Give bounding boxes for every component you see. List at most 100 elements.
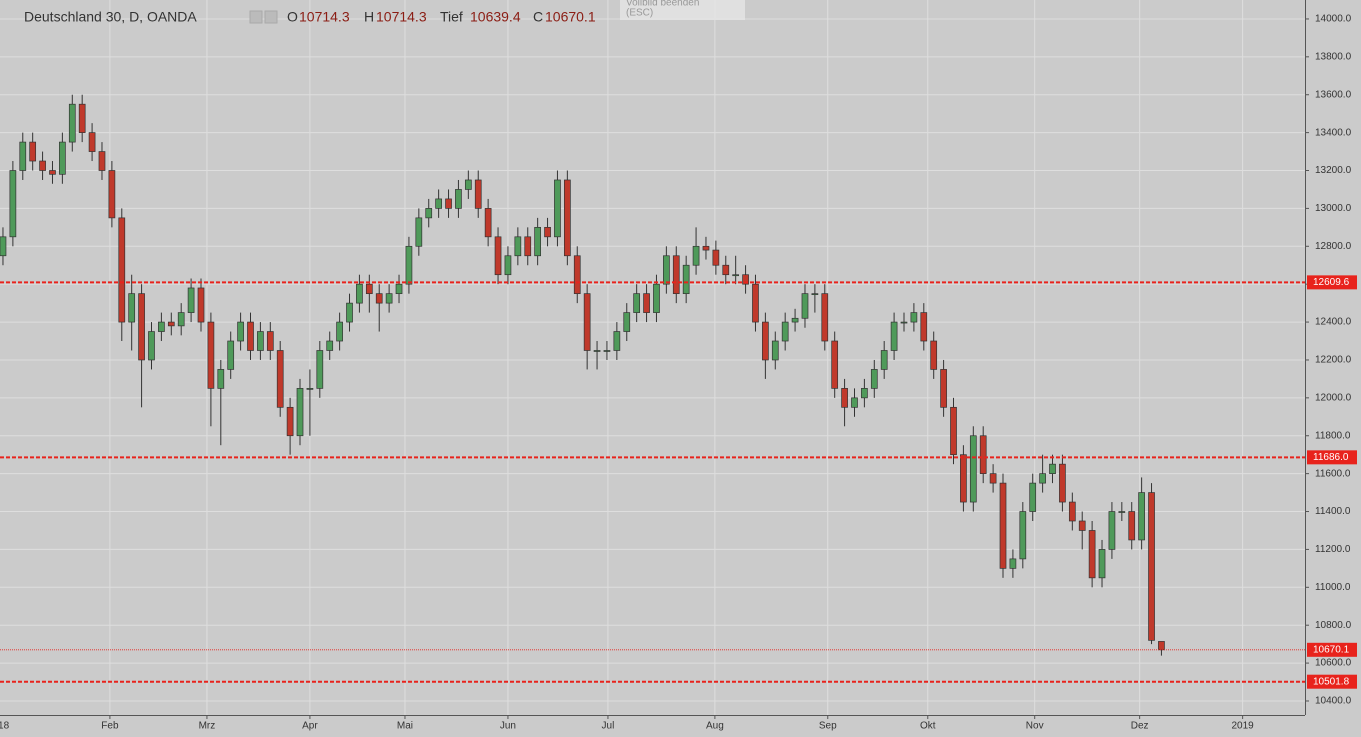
- candle-body: [514, 236, 522, 257]
- fullscreen-hint-key: (ESC): [626, 8, 653, 19]
- y-tick-label: 10400.0: [1315, 696, 1352, 707]
- candle-body: [1128, 511, 1136, 541]
- x-tick-label: Jul: [602, 721, 615, 732]
- candle-body: [395, 283, 403, 295]
- candle-body: [1068, 501, 1076, 522]
- last-price-box: [1307, 642, 1357, 657]
- candle-body: [187, 287, 195, 313]
- x-tick-label: Okt: [920, 721, 936, 732]
- candle-body: [49, 170, 56, 175]
- candle-body: [207, 321, 215, 389]
- x-tick-label: Jun: [500, 721, 516, 732]
- candle-body: [197, 287, 205, 323]
- candle-body: [969, 435, 977, 503]
- candle-body: [534, 226, 541, 257]
- y-tick-label: 10600.0: [1315, 658, 1352, 669]
- candle-body: [920, 312, 928, 342]
- candle-body: [563, 179, 571, 257]
- candle-body: [593, 350, 601, 352]
- candle-body: [385, 293, 393, 304]
- y-tick-label: 12400.0: [1315, 317, 1352, 328]
- candle-body: [732, 274, 740, 277]
- candle-body: [821, 293, 829, 342]
- candle-body: [811, 293, 819, 296]
- candle-body: [247, 321, 254, 351]
- overlays: [0, 281, 1305, 683]
- candle-body: [365, 283, 373, 295]
- fullscreen-hint-text: Vollbild beenden: [626, 0, 699, 9]
- candle-body: [702, 245, 710, 251]
- candle-body: [950, 406, 957, 456]
- candle-body: [583, 293, 591, 351]
- x-tick-label: Sep: [819, 721, 837, 732]
- candle-body: [653, 283, 660, 313]
- candle-body: [900, 321, 908, 324]
- candle-body: [108, 170, 116, 219]
- candle-body: [276, 350, 284, 408]
- y-tick-label: 11600.0: [1315, 468, 1351, 479]
- hide-icon[interactable]: [264, 10, 278, 24]
- candle-body: [98, 151, 106, 171]
- candle-body: [346, 302, 353, 323]
- y-tick-label: 11400.0: [1315, 506, 1351, 517]
- ohlc-label: C: [533, 9, 543, 25]
- candle-body: [445, 198, 452, 209]
- candle-body: [68, 103, 76, 143]
- candle-body: [910, 312, 918, 323]
- candle-body: [435, 198, 442, 209]
- candle-body: [118, 217, 126, 323]
- level-label-box: [1307, 450, 1357, 465]
- y-tick-label: 13200.0: [1315, 165, 1352, 176]
- ohlc-label: H: [364, 9, 374, 25]
- x-tick-label: Apr: [302, 721, 318, 732]
- x-tick-label: Mai: [397, 721, 413, 732]
- candle-body: [336, 321, 343, 342]
- candle-body: [762, 321, 769, 361]
- candle-body: [1029, 482, 1037, 512]
- y-tick-label: 10800.0: [1315, 620, 1352, 631]
- settings-icon[interactable]: [249, 10, 263, 24]
- candle-body: [237, 321, 244, 342]
- ohlc-label: Tief: [440, 9, 463, 25]
- y-tick-label: 14000.0: [1315, 14, 1352, 25]
- candle-body: [306, 388, 314, 390]
- level-label: 12609.6: [1313, 277, 1350, 288]
- x-tick-label: 2018: [0, 721, 10, 732]
- candle-body: [266, 331, 274, 351]
- candle-body: [425, 208, 433, 219]
- candle-body: [484, 208, 492, 238]
- candle-body: [494, 236, 502, 276]
- level-label-box: [1307, 674, 1357, 689]
- fullscreen-hint[interactable]: [620, 0, 745, 20]
- candle-body: [1158, 641, 1165, 651]
- level-label-box: [1307, 275, 1357, 290]
- candle-body: [643, 293, 650, 313]
- candle-body: [167, 321, 175, 327]
- grid: [0, 0, 1305, 715]
- y-tick-label: 13400.0: [1315, 127, 1352, 138]
- candle-body: [603, 350, 611, 352]
- candle-body: [742, 274, 749, 285]
- candle-body: [1108, 511, 1116, 550]
- candle-body: [217, 369, 225, 389]
- ohlc-value: 10639.4: [470, 9, 521, 25]
- candle-body: [544, 226, 551, 238]
- candle-body: [633, 293, 641, 313]
- ohlc-value: 10670.1: [545, 9, 596, 25]
- candle-body: [880, 350, 888, 370]
- candle-body: [870, 369, 878, 389]
- y-tick-label: 13600.0: [1315, 89, 1352, 100]
- last-price-label: 10670.1: [1313, 644, 1350, 655]
- candle-body: [831, 340, 839, 389]
- candle-body: [88, 132, 96, 152]
- y-tick-label: 12800.0: [1315, 241, 1352, 252]
- candle-body: [623, 312, 631, 332]
- candle-body: [851, 397, 858, 408]
- candle-body: [890, 321, 898, 351]
- y-tick-label: 11800.0: [1315, 430, 1351, 441]
- x-tick-label: Mrz: [199, 721, 216, 732]
- candle-body: [791, 317, 799, 323]
- candle-body: [573, 255, 581, 295]
